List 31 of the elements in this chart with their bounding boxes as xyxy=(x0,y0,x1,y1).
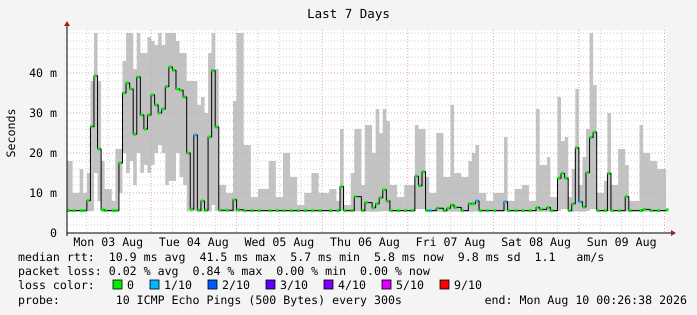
x-tick-label: Thu 06 Aug xyxy=(330,235,400,249)
y-tick-label: 0 xyxy=(50,226,58,240)
text: end: Mon Aug 10 00:26:38 2026 xyxy=(484,293,688,307)
point xyxy=(475,200,478,202)
legend-label: 0 xyxy=(127,278,134,292)
legend-label: 3/10 xyxy=(280,278,308,292)
y-axis-title: Seconds xyxy=(4,108,18,158)
legend-label: 5/10 xyxy=(396,278,424,292)
y-tick-label: 30 m xyxy=(29,106,58,120)
x-tick-label: Tue 04 Aug xyxy=(158,235,229,249)
text: median rtt: 10.9 ms avg 41.5 ms max 5.7 ms min 5.8 ms now 9.8 ms sd 1.1 am/s xyxy=(18,250,604,264)
x-tick-label: Sat 08 Aug xyxy=(501,235,572,249)
legend-label: 9/10 xyxy=(454,278,482,292)
legend-title: loss color: xyxy=(18,278,95,292)
text: probe: 10 ICMP Echo Pings (500 Bytes) every 300s xyxy=(18,293,402,307)
legend-label: 1/10 xyxy=(164,278,192,292)
point xyxy=(194,134,196,136)
point xyxy=(578,200,582,204)
legend-label: 2/10 xyxy=(222,278,250,292)
y-tick-label: 20 m xyxy=(29,146,58,160)
chart-title: Last 7 Days xyxy=(307,6,390,21)
legend-label: 4/10 xyxy=(338,278,366,292)
x-tick-label: Wed 05 Aug xyxy=(244,235,314,249)
y-tick-label: 10 m xyxy=(29,186,58,200)
point xyxy=(429,209,432,212)
x-tick-label: Mon 03 Aug xyxy=(73,235,144,249)
x-tick-label: Sun 09 Aug xyxy=(586,235,657,249)
point xyxy=(504,200,507,204)
text: packet loss: 0.02 % avg 0.84 % max 0.00 % min 0.00 % now xyxy=(18,264,430,278)
x-tick-label: Fri 07 Aug xyxy=(416,235,486,249)
y-tick-label: 40 m xyxy=(29,66,58,80)
